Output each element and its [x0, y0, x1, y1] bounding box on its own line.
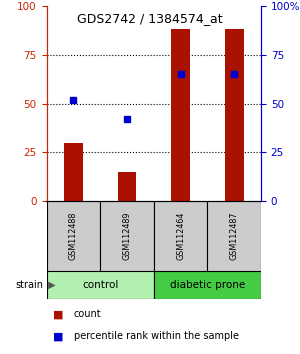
Text: GDS2742 / 1384574_at: GDS2742 / 1384574_at: [77, 12, 223, 25]
Text: GSM112487: GSM112487: [230, 212, 239, 260]
Text: strain: strain: [16, 280, 44, 290]
Bar: [207, 201, 261, 271]
Bar: [64, 143, 83, 201]
Text: ■: ■: [52, 331, 63, 341]
Bar: [225, 29, 244, 201]
Bar: [118, 172, 136, 201]
Text: GSM112489: GSM112489: [122, 212, 131, 260]
Bar: [46, 271, 154, 299]
Text: ▶: ▶: [45, 280, 56, 290]
Text: diabetic prone: diabetic prone: [170, 280, 245, 290]
Text: count: count: [74, 309, 101, 319]
Bar: [46, 201, 100, 271]
Text: control: control: [82, 280, 118, 290]
Bar: [100, 201, 154, 271]
Text: ■: ■: [52, 309, 63, 319]
Bar: [154, 201, 207, 271]
Bar: [154, 271, 261, 299]
Text: GSM112464: GSM112464: [176, 212, 185, 260]
Bar: [171, 29, 190, 201]
Text: GSM112488: GSM112488: [69, 212, 78, 260]
Text: percentile rank within the sample: percentile rank within the sample: [74, 331, 238, 341]
